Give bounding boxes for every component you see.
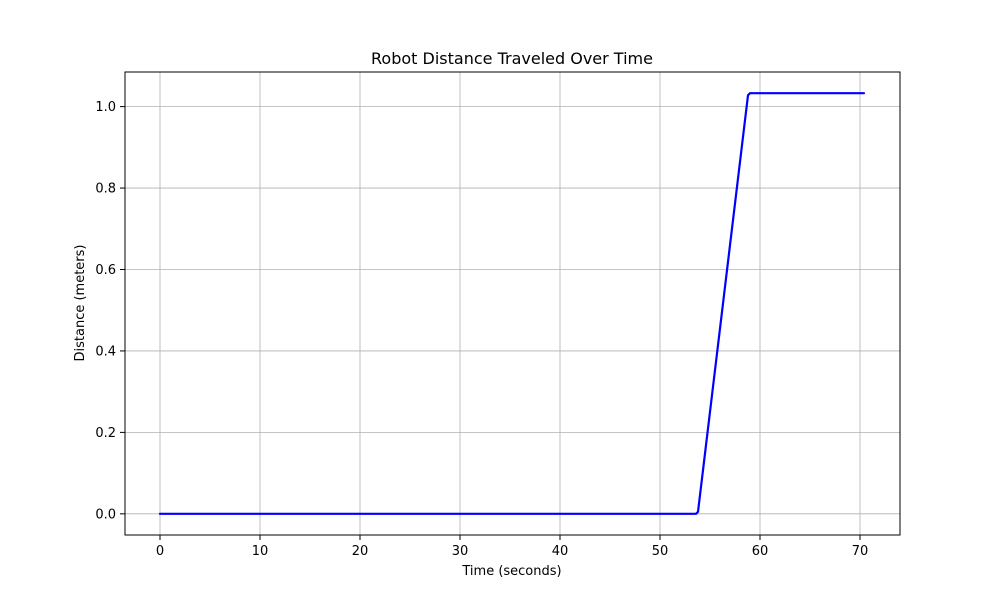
grid — [125, 72, 900, 535]
y-tick-label: 0.0 — [95, 507, 116, 522]
x-axis: 0 10 20 30 40 50 60 70 — [156, 535, 868, 559]
series-group — [158, 92, 866, 515]
y-tick-label: 1.0 — [95, 100, 116, 115]
y-axis-label: Distance (meters) — [73, 245, 88, 362]
chart-title: Robot Distance Traveled Over Time — [371, 49, 653, 68]
x-axis-label: Time (seconds) — [461, 564, 561, 579]
x-tick-label: 30 — [452, 544, 469, 559]
x-tick-label: 50 — [652, 544, 669, 559]
x-tick-label: 10 — [252, 544, 269, 559]
x-tick-label: 70 — [852, 544, 869, 559]
y-tick-label: 0.6 — [95, 263, 116, 278]
x-tick-label: 40 — [552, 544, 569, 559]
series-line — [158, 92, 866, 515]
x-tick-label: 0 — [156, 544, 164, 559]
y-tick-label: 0.2 — [95, 426, 116, 441]
y-axis: 0.0 0.2 0.4 0.6 0.8 1.0 — [95, 100, 125, 522]
x-tick-label: 20 — [352, 544, 369, 559]
y-tick-label: 0.4 — [95, 344, 116, 359]
plot-background — [125, 72, 900, 535]
plot-frame — [124, 71, 901, 536]
y-tick-label: 0.8 — [95, 182, 116, 197]
x-tick-label: 60 — [752, 544, 769, 559]
